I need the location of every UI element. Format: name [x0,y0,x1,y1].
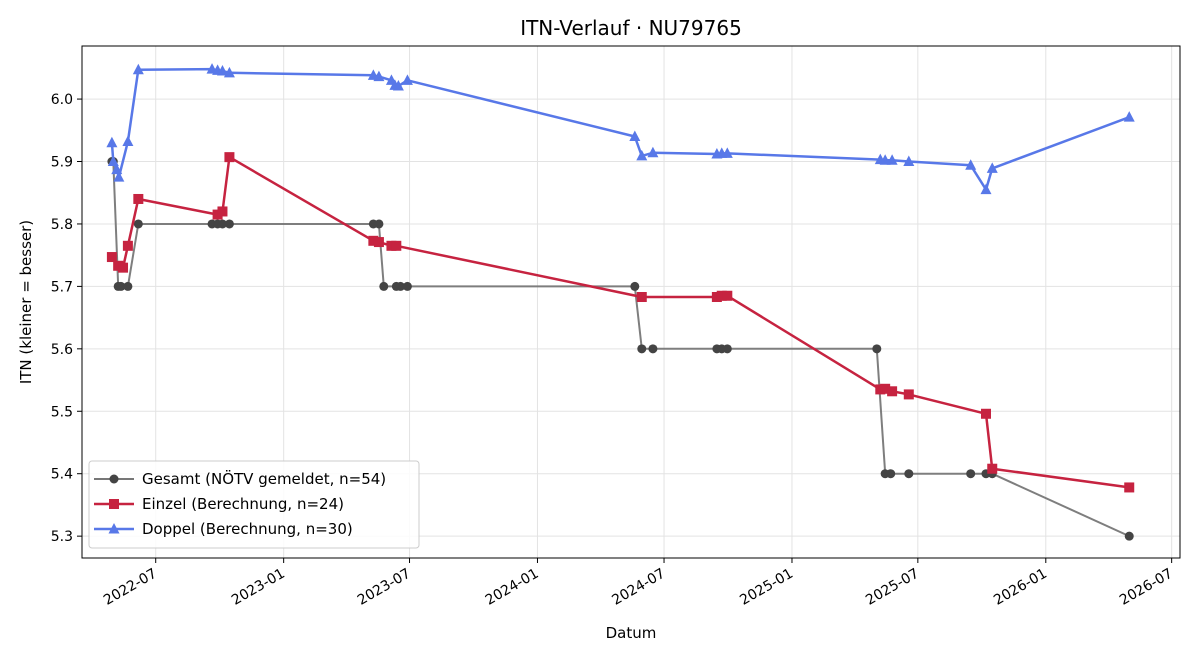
legend-entry-1: Gesamt (NÖTV gemeldet, n=54) [94,469,386,488]
data-point [122,240,133,251]
data-point [373,70,385,82]
data-point [630,281,640,291]
data-point [879,154,891,165]
data-point [223,66,235,78]
chart-title: ITN-Verlauf · NU79765 [520,16,742,40]
data-point [1124,482,1135,493]
series-layer [106,63,1135,541]
data-point [887,386,898,397]
data-point [402,281,412,291]
data-point [636,292,647,303]
data-point [629,130,641,142]
data-point [106,136,118,148]
x-tick-label: 2026-07 [1117,566,1176,609]
data-point [721,147,733,158]
legend-label: Gesamt (NÖTV gemeldet, n=54) [142,469,386,488]
legend-entry-2: Einzel (Berechnung, n=24) [94,495,344,513]
data-point [637,344,647,354]
y-axis-title: ITN (kleiner = besser) [17,220,35,384]
series-line [110,67,1130,191]
data-point [966,469,976,479]
data-point [716,290,727,301]
plot-frame [81,45,1181,559]
data-point [116,281,126,291]
data-point [722,290,733,301]
series-3 [106,63,1135,195]
data-point [965,159,977,170]
data-point [374,219,384,229]
y-tick-label: 5.5 [51,404,73,420]
data-point [1123,111,1135,122]
x-tick-label: 2026-01 [991,566,1050,609]
data-point [880,383,891,394]
y-tick-label: 5.8 [51,217,73,233]
data-point [904,469,914,479]
legend-entries: Gesamt (NÖTV gemeldet, n=54) Einzel (Bere… [94,469,386,538]
data-point [107,155,119,167]
data-point [647,146,659,158]
x-tick-label: 2025-07 [863,566,922,609]
data-point [217,206,228,217]
data-point [986,162,998,173]
data-point [368,235,379,246]
data-point [123,281,133,291]
data-point [872,344,882,354]
legend-box [88,460,420,549]
data-point [401,74,413,85]
data-point [224,152,235,163]
data-point [113,171,125,182]
y-tick-label: 5.7 [51,279,73,295]
data-point [886,154,898,165]
data-point [216,64,228,76]
legend-marker [109,499,119,509]
data-point [122,135,134,147]
data-point [1124,531,1134,541]
x-tick-label: 2023-01 [229,566,288,609]
data-point [722,344,732,354]
data-point [132,63,144,75]
x-tick-label: 2023-07 [355,566,414,609]
legend-label: Doppel (Berechnung, n=30) [142,520,353,538]
x-tick-label: 2022-07 [101,566,160,609]
data-point [391,240,402,251]
data-point [373,237,384,248]
series-line [110,155,1130,489]
legend-marker [108,523,120,534]
data-point [392,79,404,91]
data-point [903,155,915,167]
data-point [395,281,405,291]
data-point [133,219,143,229]
legend: Gesamt (NÖTV gemeldet, n=54) Einzel (Bere… [88,460,420,549]
data-point [648,344,658,354]
data-point [903,389,914,400]
data-point [379,281,389,291]
data-point [106,252,117,263]
y-tick-label: 5.9 [51,155,73,171]
y-tick-label: 5.4 [51,467,73,483]
legend-entry-3: Doppel (Berechnung, n=30) [94,520,353,538]
y-tick-label: 5.3 [51,529,73,545]
series-2 [106,152,1135,493]
legend-label: Einzel (Berechnung, n=24) [142,495,344,513]
data-point [111,163,123,175]
data-point [980,408,991,419]
data-point [118,262,129,273]
series-1 [107,157,1134,541]
x-tick-label: 2024-07 [609,566,668,609]
data-point [133,193,144,204]
x-axis-title: Datum [606,624,657,642]
data-point [987,463,998,474]
data-point [636,149,648,161]
data-point [217,219,227,229]
data-point [224,219,234,229]
y-tick-label: 5.6 [51,342,73,358]
x-tick-label: 2024-01 [483,566,542,609]
y-tick-label: 6.0 [51,92,73,108]
data-point [886,469,896,479]
data-point [980,183,992,195]
x-tick-label: 2025-01 [737,566,796,609]
legend-marker [109,474,119,484]
